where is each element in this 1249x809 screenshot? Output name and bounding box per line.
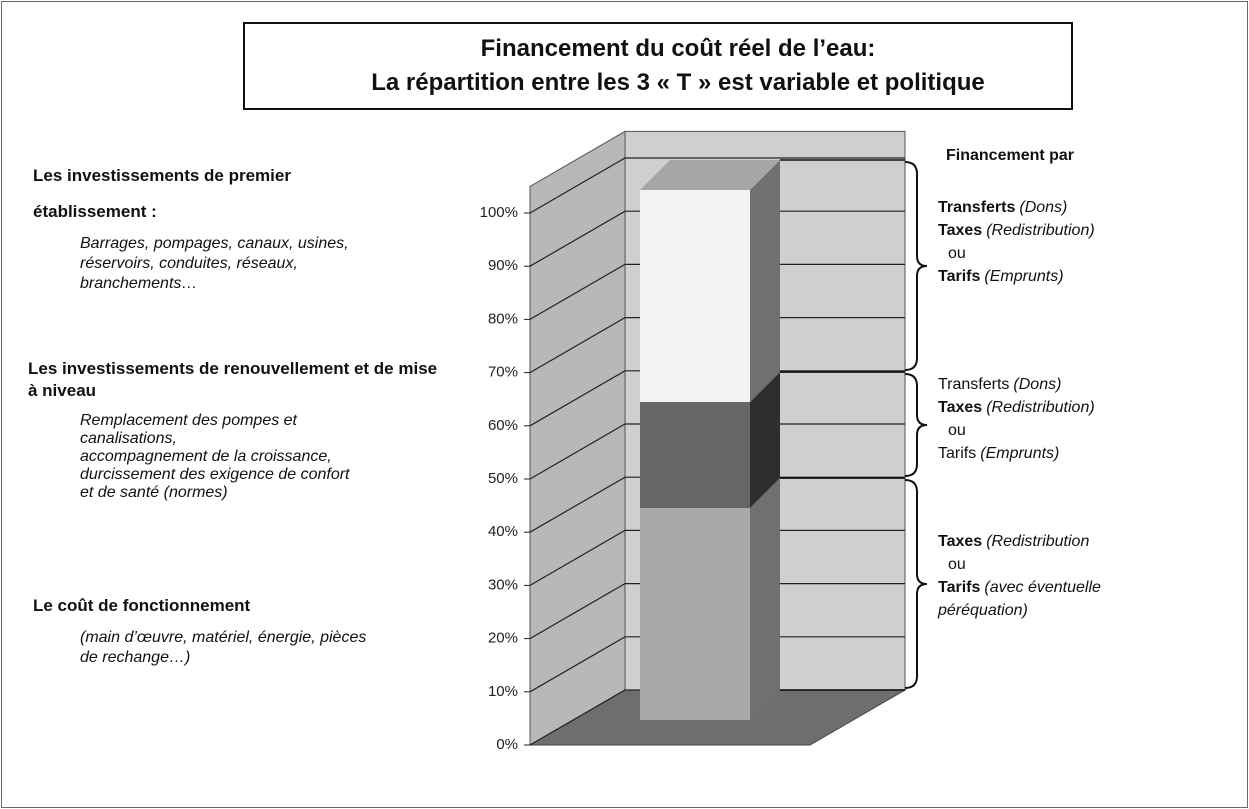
grid-line [529, 263, 905, 320]
financing-title: Financement par [946, 147, 1075, 164]
segment-heading: Les investissements de premier établisse… [33, 166, 291, 221]
title-line: Financement du coût réel de l’eau: [480, 35, 876, 62]
grid-line [529, 636, 905, 693]
description-line: Barrages, pompages, canaux, usines, [80, 235, 349, 252]
y-tick-label: 70% [488, 364, 518, 381]
grid-line [529, 476, 905, 533]
financing-group: Transferts (Dons) Taxes (Redistribution) o… [938, 373, 1099, 465]
grid-line [529, 529, 905, 586]
financing-note: (Emprunts) [984, 268, 1064, 285]
description-line: de rechange…) [80, 649, 191, 666]
description-line: (main d’œuvre, matériel, énergie, pièces [80, 629, 367, 646]
financing-term: Taxes [938, 533, 983, 550]
grid-line [529, 317, 905, 374]
description-line: Remplacement des pompes et [80, 412, 297, 429]
financing-line: Taxes (Redistribution) [938, 396, 1099, 419]
financing-group: Taxes (Redistribution ou Tarifs (avec éven… [938, 530, 1105, 622]
title-box: Financement du coût réel de l’eau: La ré… [243, 22, 1073, 110]
financing-term: Tarifs [938, 579, 981, 596]
financing-line: Tarifs (Emprunts) [938, 265, 1099, 288]
y-tick-label: 40% [488, 523, 518, 540]
y-tick-label: 100% [480, 204, 518, 221]
y-tick-label: 0% [496, 736, 518, 753]
segment-description: Remplacement des pompes et canalisations… [80, 412, 349, 502]
bar-top [640, 160, 780, 190]
financing-line: Transferts (Dons) [938, 196, 1099, 219]
y-tick-label: 50% [488, 470, 518, 487]
financing-line: ou [938, 419, 1099, 442]
y-tick-label: 80% [488, 310, 518, 327]
financing-note: (Dons) [1019, 199, 1068, 216]
financing-note: (avec éventuelle [984, 579, 1101, 596]
financing-line: péréquation) [938, 599, 1105, 622]
financing-note: (Dons) [1013, 376, 1062, 393]
grid-line [529, 370, 905, 427]
bar-segment [640, 190, 750, 402]
financing-line: ou [938, 553, 1105, 576]
financing-term: Tarifs [938, 445, 977, 462]
bar-segment-side [750, 478, 780, 720]
bar-segment-side [750, 160, 780, 402]
grid-line [529, 157, 905, 214]
brace [904, 479, 928, 689]
description-line: durcissement des exigence de confort [80, 466, 350, 483]
grid-line [529, 210, 905, 267]
segment-heading: Le coût de fonctionnement [33, 596, 251, 615]
description-line: accompagnement de la croissance, [80, 448, 332, 465]
financing-term: Taxes [938, 399, 983, 416]
financing-line: Taxes (Redistribution [938, 530, 1105, 553]
financing-term: Transferts [938, 199, 1016, 216]
financing-note: (Emprunts) [980, 445, 1060, 462]
description-line: branchements… [80, 275, 198, 292]
segment-description: Barrages, pompages, canaux, usines, rése… [80, 234, 349, 294]
financing-note: (Redistribution [986, 533, 1090, 550]
y-tick-label: 60% [488, 417, 518, 434]
financing-line: ou [938, 242, 1099, 265]
bar-segment [640, 402, 750, 508]
financing-term: Tarifs [938, 268, 981, 285]
financing-term: Taxes [938, 222, 983, 239]
segment-heading: Les investissements de renouvellement et… [28, 359, 438, 400]
financing-line: Tarifs (avec éventuelle [938, 576, 1105, 599]
grid-line [529, 582, 905, 640]
y-tick-label: 90% [488, 257, 518, 274]
segment-description: (main d’œuvre, matériel, énergie, pièces… [80, 628, 366, 668]
bar-segment-side [750, 372, 780, 508]
description-line: réservoirs, conduites, réseaux, [80, 255, 298, 272]
financing-group: Transferts (Dons) Taxes (Redistribution) o… [938, 196, 1099, 288]
y-tick-label: 30% [488, 576, 518, 593]
financing-note: péréquation) [938, 602, 1028, 619]
brace [904, 373, 928, 477]
y-tick-label: 10% [488, 683, 518, 700]
financing-term: Transferts [938, 376, 1010, 393]
description-line: et de santé (normes) [80, 484, 228, 501]
title-line: La répartition entre les 3 « T » est var… [371, 69, 985, 96]
financing-or: ou [948, 422, 966, 439]
financing-line: Taxes (Redistribution) [938, 219, 1099, 242]
financing-or: ou [948, 556, 966, 573]
y-tick-label: 20% [488, 630, 518, 647]
left-wall [529, 130, 626, 746]
financing-line: Transferts (Dons) [938, 373, 1099, 396]
brace [904, 161, 928, 371]
grid-line [529, 423, 905, 480]
description-line: canalisations, [80, 430, 177, 447]
financing-note: (Redistribution) [986, 399, 1095, 416]
financing-note: (Redistribution) [986, 222, 1095, 239]
financing-or: ou [948, 245, 966, 262]
financing-line: Tarifs (Emprunts) [938, 442, 1099, 465]
bar-segment [640, 508, 750, 720]
